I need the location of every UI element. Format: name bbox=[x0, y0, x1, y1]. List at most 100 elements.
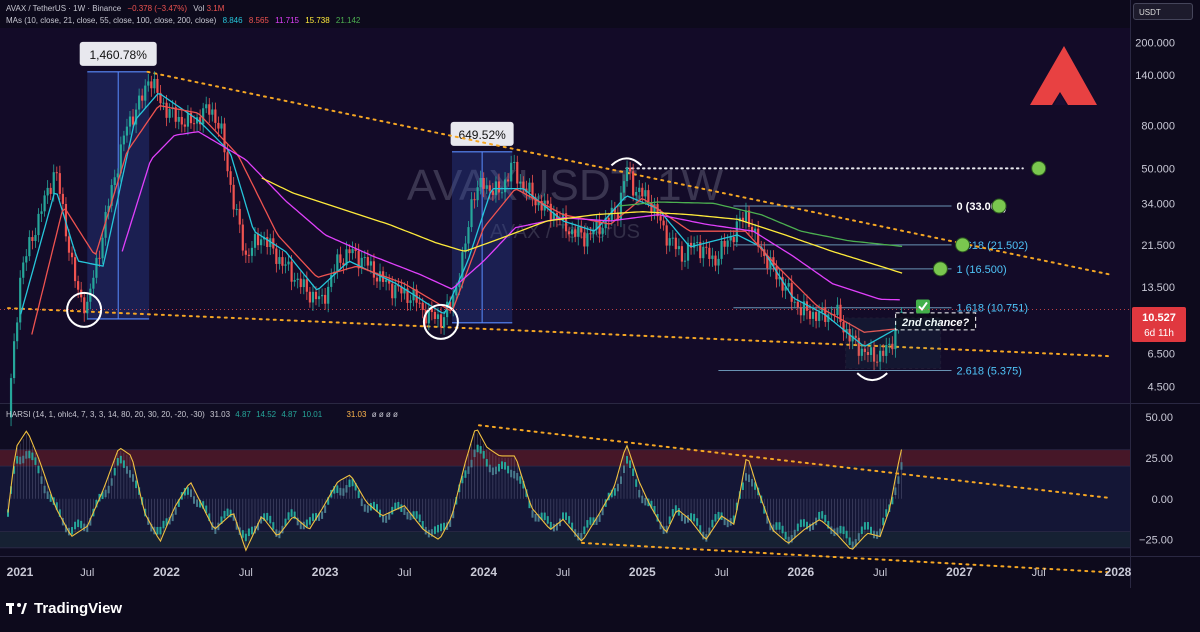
fib-label: 1 (16.500) bbox=[957, 264, 1007, 276]
symbol-line: AVAX / TetherUS · 1W · Binance bbox=[6, 4, 122, 13]
gain-label-box bbox=[79, 41, 157, 66]
candle-body bbox=[278, 257, 281, 264]
harsi-v3: 14.52 bbox=[256, 410, 277, 419]
candle-body bbox=[458, 280, 461, 288]
ha-candle bbox=[443, 522, 446, 531]
candle-body bbox=[839, 304, 842, 323]
candle-body bbox=[241, 224, 244, 251]
target-dot bbox=[955, 237, 971, 253]
candle-body bbox=[180, 116, 183, 125]
candle-body bbox=[174, 107, 177, 122]
candle-body bbox=[205, 104, 208, 109]
ha-candle bbox=[821, 511, 824, 519]
candle-body bbox=[470, 199, 473, 228]
ha-candle bbox=[156, 526, 159, 535]
ha-candle bbox=[272, 522, 275, 530]
candle-body bbox=[851, 335, 854, 342]
candle-body bbox=[369, 261, 372, 266]
candle-body bbox=[256, 234, 260, 246]
time-axis[interactable]: 2021 Jul 2022 Jul 2023 Jul 2024 Jul 2025 Jul 2026 J… bbox=[7, 565, 1132, 579]
candle-body bbox=[31, 237, 34, 242]
ha-candle bbox=[327, 497, 330, 505]
candle-body bbox=[891, 343, 894, 350]
ha-candle bbox=[440, 523, 443, 532]
ha-candle bbox=[284, 518, 287, 527]
ha-candle bbox=[244, 533, 247, 542]
ha-candle bbox=[775, 522, 778, 530]
candle-body bbox=[754, 228, 757, 233]
harsi-v5: 10.01 bbox=[302, 410, 323, 419]
candle-body bbox=[452, 295, 455, 308]
candle-body bbox=[665, 225, 668, 246]
candle-body bbox=[9, 378, 13, 418]
ha-candle bbox=[501, 461, 504, 469]
candle-body bbox=[260, 239, 263, 246]
candle-body bbox=[43, 195, 46, 212]
harsi-v4: 4.87 bbox=[281, 410, 297, 419]
ha-candle bbox=[778, 522, 781, 530]
ha-candle bbox=[494, 466, 497, 475]
ma-value-55: 11.715 bbox=[275, 16, 299, 25]
ha-candle bbox=[119, 455, 122, 464]
ha-candle bbox=[744, 473, 747, 481]
ma-10-line bbox=[20, 92, 903, 347]
ha-candle bbox=[696, 518, 699, 526]
candle-body bbox=[406, 288, 409, 303]
ha-candle bbox=[363, 504, 366, 512]
highlight-circle bbox=[422, 303, 459, 340]
ha-candle bbox=[754, 482, 757, 490]
ma-legend[interactable]: MAs (10, close, 21, close, 55, close, 10… bbox=[6, 16, 360, 25]
currency-button[interactable]: USDT bbox=[1133, 3, 1193, 20]
candle-body bbox=[808, 310, 812, 319]
ha-candle bbox=[571, 522, 574, 531]
ha-candle bbox=[510, 469, 513, 478]
time-tick-label: Jul bbox=[80, 567, 94, 579]
ha-candle bbox=[290, 509, 293, 517]
ha-candle bbox=[449, 519, 452, 527]
ha-candle bbox=[851, 541, 854, 550]
ha-candle bbox=[632, 468, 635, 477]
candle-body bbox=[253, 234, 257, 248]
brand-name: TradingView bbox=[34, 599, 123, 617]
ha-candle bbox=[848, 537, 851, 545]
candle-body bbox=[302, 279, 305, 288]
symbol-legend[interactable]: AVAX / TetherUS · 1W · Binance −0.378 (−… bbox=[6, 4, 224, 13]
candle-body bbox=[711, 255, 714, 259]
time-tick-label: Jul bbox=[1032, 567, 1046, 579]
ha-candle bbox=[348, 479, 351, 488]
candle-body bbox=[723, 240, 726, 247]
candle-body bbox=[195, 117, 199, 124]
ha-candle bbox=[824, 514, 827, 523]
harsi-legend[interactable]: HARSI (14, 1, ohlc4, 7, 3, 3, 14, 80, 20… bbox=[6, 410, 398, 419]
candle-body bbox=[449, 301, 452, 308]
ha-candle bbox=[400, 504, 403, 512]
ha-candle bbox=[199, 500, 202, 508]
candle-body bbox=[689, 242, 693, 248]
ha-candle bbox=[128, 470, 131, 478]
candle-body bbox=[641, 187, 644, 197]
candle-body bbox=[25, 256, 28, 263]
candle-body bbox=[534, 198, 537, 206]
ha-candle bbox=[802, 519, 805, 527]
candle-body bbox=[46, 187, 49, 196]
gain-label: 649.52% bbox=[458, 128, 506, 142]
candle-body bbox=[89, 288, 92, 302]
candle-body bbox=[12, 341, 16, 379]
candle-body bbox=[674, 237, 677, 250]
ha-candle bbox=[162, 520, 165, 529]
candle-body bbox=[141, 95, 144, 101]
ha-candle bbox=[805, 521, 808, 530]
tradingview-brand[interactable]: TradingView bbox=[6, 598, 122, 618]
ha-candle bbox=[372, 501, 375, 510]
ha-candle bbox=[49, 494, 52, 502]
candle-body bbox=[479, 177, 482, 188]
candle-body bbox=[202, 108, 205, 125]
candle-body bbox=[879, 350, 882, 362]
candle-body bbox=[430, 308, 433, 313]
candle-body bbox=[552, 212, 555, 221]
ha-candle bbox=[226, 508, 229, 517]
candle-body bbox=[165, 102, 168, 118]
candle-body bbox=[595, 220, 598, 230]
